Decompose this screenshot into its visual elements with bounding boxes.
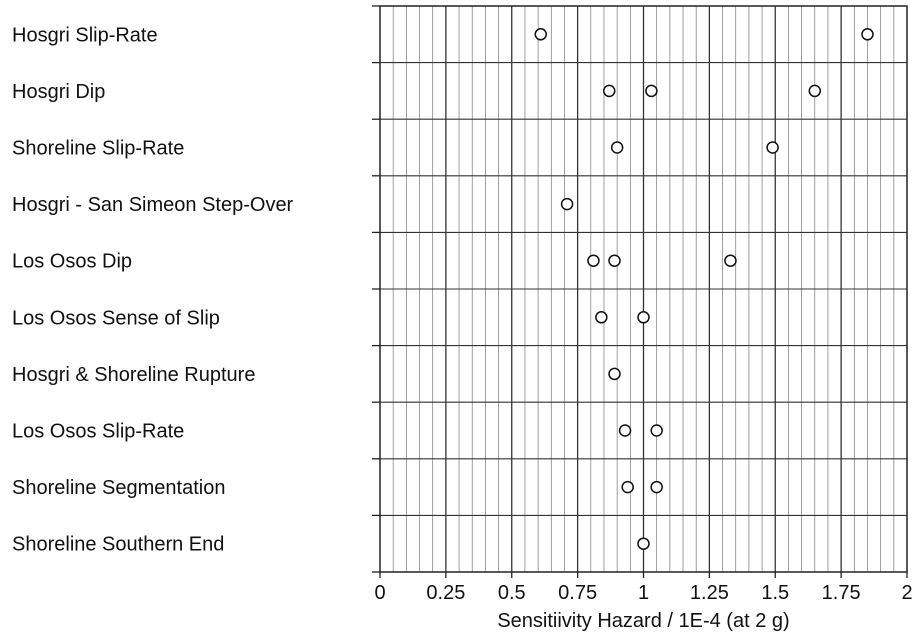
category-label: Hosgri - San Simeon Step-Over bbox=[12, 194, 294, 216]
x-tick-label: 0.75 bbox=[558, 582, 597, 604]
data-point bbox=[621, 480, 634, 494]
x-tick-label: 1.75 bbox=[822, 582, 861, 604]
x-tick-label: 2 bbox=[901, 582, 912, 604]
data-point bbox=[645, 84, 658, 98]
data-point bbox=[595, 311, 608, 324]
data-point bbox=[650, 424, 663, 437]
x-tick-label: 0.25 bbox=[426, 582, 465, 604]
data-point bbox=[618, 424, 632, 437]
x-tick-label: 1.25 bbox=[690, 582, 729, 604]
data-point bbox=[637, 537, 650, 550]
data-point bbox=[602, 84, 616, 98]
category-label: Shoreline Segmentation bbox=[12, 477, 225, 499]
data-point bbox=[608, 254, 621, 267]
data-point bbox=[766, 141, 779, 154]
data-point bbox=[610, 141, 624, 154]
row-separators bbox=[372, 5, 908, 578]
x-tick-labels: 0 0.25 0.5 0.75 1 1.25 1.5 1.75 2 bbox=[374, 582, 912, 604]
data-point bbox=[808, 84, 822, 98]
category-label: Shoreline Southern End bbox=[12, 534, 224, 556]
x-tick-label: 0.5 bbox=[498, 582, 526, 604]
category-label: Los Osos Dip bbox=[12, 251, 132, 273]
data-point bbox=[534, 28, 547, 41]
x-tick-label: 0 bbox=[374, 582, 385, 604]
data-points bbox=[534, 28, 874, 550]
data-point bbox=[724, 254, 737, 267]
data-point bbox=[637, 311, 650, 324]
data-point bbox=[608, 367, 621, 381]
category-label: Los Osos Sense of Slip bbox=[12, 307, 220, 329]
data-point bbox=[587, 254, 600, 267]
category-label: Hosgri Dip bbox=[12, 81, 105, 103]
data-point bbox=[650, 480, 663, 494]
x-tick-label: 1.5 bbox=[761, 582, 789, 604]
category-label: Hosgri Slip-Rate bbox=[12, 24, 158, 46]
data-point bbox=[560, 197, 574, 211]
x-axis-title: Sensitiivity Hazard / 1E-4 (at 2 g) bbox=[497, 610, 789, 632]
category-labels: Hosgri Slip-Rate Hosgri Dip Shoreline Slip… bbox=[12, 24, 294, 555]
category-label: Los Osos Slip-Rate bbox=[12, 421, 184, 443]
data-point bbox=[861, 28, 874, 41]
plot-frame bbox=[379, 5, 908, 573]
category-label: Hosgri & Shoreline Rupture bbox=[12, 364, 255, 386]
x-tick-label: 1 bbox=[638, 582, 649, 604]
category-label: Shoreline Slip-Rate bbox=[12, 138, 184, 160]
